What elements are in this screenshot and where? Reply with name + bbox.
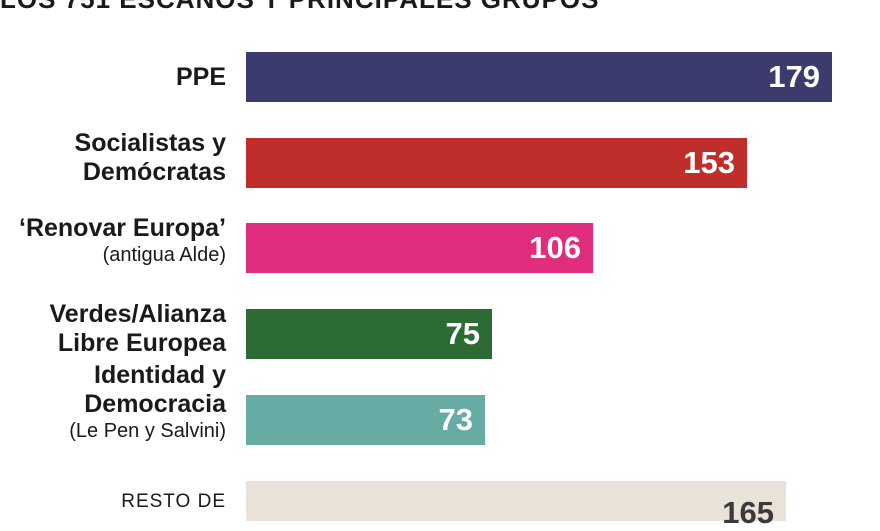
category-label-line: Socialistas y (74, 129, 226, 157)
category-label-line: Demócratas (82, 158, 226, 186)
category-label: PPE (176, 63, 226, 92)
category-label: RESTO DE (121, 487, 226, 516)
category-label-line: Verdes/Alianza (49, 300, 226, 328)
bar-value-label: 75 (445, 316, 480, 351)
bar: 73 (246, 395, 485, 445)
bar-value-label: 106 (529, 230, 581, 265)
category-label: Verdes/Alianza Libre Europea (50, 300, 226, 358)
category-label: Socialistas y Demócratas (75, 129, 226, 187)
bar-value-label: 73 (438, 402, 473, 437)
category-sublabel: (Le Pen y Salvini) (69, 420, 226, 442)
bar-value-label: 153 (683, 145, 735, 180)
category-label-line: Libre Europea (57, 329, 226, 357)
bar-value-label: 179 (768, 59, 820, 94)
category-label-line: PPE (175, 63, 226, 91)
category-label-line: Identidad y (94, 361, 226, 389)
category-label-line: Democracia (84, 390, 226, 418)
chart-title: LOS 751 ESCAÑOS Y PRINCIPALES GRUPOS (0, 0, 880, 15)
bar: 75 (246, 309, 492, 359)
bar: 106 (246, 223, 593, 273)
category-label-line: RESTO DE (121, 491, 226, 512)
bar: 179 (246, 52, 832, 102)
category-sublabel: (antigua Alde) (102, 244, 226, 266)
category-label: Identidad y Democracia (Le Pen y Salvini) (69, 361, 226, 443)
bar-value-label: 165 (722, 495, 774, 530)
bar: 153 (246, 138, 747, 188)
category-label: ‘Renovar Europa’ (antigua Alde) (19, 214, 226, 267)
bar: 165 (246, 481, 786, 530)
category-label-line: ‘Renovar Europa’ (19, 214, 226, 242)
